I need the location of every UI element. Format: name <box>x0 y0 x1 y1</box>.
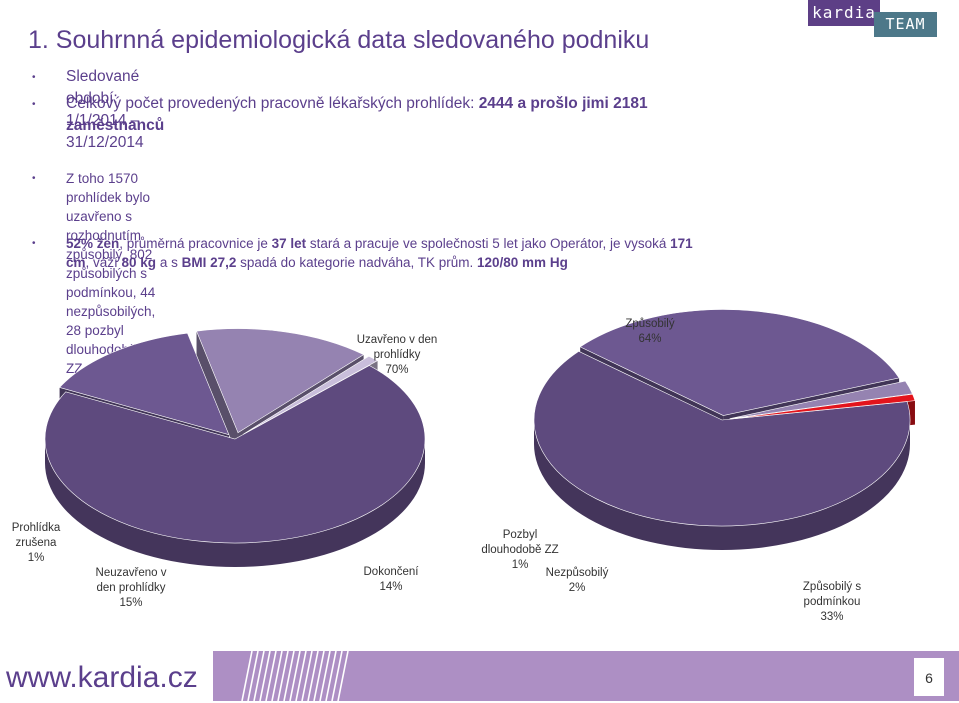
pie-chart-2: Způsobilý 64% Způsobilý s podmínkou 33% Nezpů… <box>481 309 916 623</box>
profile-text: , váží <box>85 255 122 270</box>
kardia-team-logo: kardia TEAM <box>808 0 938 40</box>
pie-slice-label: Nezpůsobilý 2% <box>546 567 609 594</box>
pie-slice-label: Pozbyl dlouhodobě ZZ 1% <box>481 529 558 571</box>
profile-text: spadá do kategorie nadváha, TK prům. <box>236 255 478 270</box>
bullet-dot: • <box>32 99 36 110</box>
profile-height: 171 <box>670 236 693 251</box>
bullet-period: Sledované období: 1/1/2014 – 31/12/2014 <box>66 68 144 151</box>
page-title: 1. Souhrnná epidemiologická data sledova… <box>28 26 650 54</box>
profile-height-unit: cm <box>66 255 86 270</box>
bullet-dot: • <box>32 173 36 184</box>
pie-slice <box>729 380 913 419</box>
profile-age: 37 let <box>271 236 307 251</box>
footer-url[interactable]: www.kardia.cz <box>6 661 198 694</box>
bullet-exam-count-number: 2444 a prošlo jimi 2181 <box>478 95 648 112</box>
profile-text: , průměrná pracovnice je <box>119 236 272 251</box>
bullet-outcomes: Z toho 1570 prohlídek bylo uzavřeno s ro… <box>66 169 155 378</box>
pie-slice-label: Prohlídka zrušena 1% <box>12 522 61 564</box>
bullet-outcomes-line1: Z toho 1570 prohlídek bylo uzavřeno s ro… <box>66 171 156 300</box>
pie-slice-label: Dokončení 14% <box>364 566 420 593</box>
profile-bp: 120/80 mm Hg <box>477 255 568 270</box>
bullet-profile: 52% žen, průměrná pracovnice je 37 let s… <box>66 234 826 272</box>
profile-bmi: BMI 27,2 <box>181 255 237 270</box>
pie-slice <box>533 350 911 527</box>
pie-slice <box>59 332 230 436</box>
profile-text: a s <box>156 255 182 270</box>
profile-weight: 80 kg <box>121 255 157 270</box>
bullet-outcomes-line2: nezpůsobilých, 28 pozbyl dlouhodobě ZZ <box>66 304 156 376</box>
profile-women: 52% žen <box>66 236 120 251</box>
logo-team: TEAM <box>874 12 937 37</box>
pie-slice-label: Uzavřeno v den prohlídky 70% <box>357 334 438 376</box>
pie-slice-side <box>45 439 425 567</box>
pie-charts: Uzavřeno v den prohlídky 70% Dokončení 14% Ne… <box>12 309 916 623</box>
pie-slice <box>44 365 426 544</box>
pie-slice-side <box>534 420 910 550</box>
pie-slice <box>729 393 916 420</box>
bullet-exam-count-employees: zaměstnanců <box>66 117 165 134</box>
pie-slice <box>579 309 900 416</box>
page-number: 6 <box>914 658 944 696</box>
footer-stripes <box>241 651 349 701</box>
bullet-dot: • <box>32 72 36 83</box>
pie-slice <box>196 328 365 434</box>
pie-slice <box>243 355 379 435</box>
bullet-dot: • <box>32 238 36 249</box>
pie-chart-1: Uzavřeno v den prohlídky 70% Dokončení 14% Ne… <box>12 328 438 609</box>
logo-kardia: kardia <box>808 0 880 26</box>
profile-text: stará a pracuje ve společnosti 5 let jak… <box>306 236 671 251</box>
bullet-exam-count: Celkový počet provedených pracovně lékař… <box>66 93 786 137</box>
bullet-exam-count-text: Celkový počet provedených pracovně lékař… <box>66 95 479 112</box>
pie-slice-label: Neuzavřeno v den prohlídky 15% <box>96 567 167 609</box>
pie-slice-label: Způsobilý s podmínkou 33% <box>803 581 861 623</box>
pie-slice-label: Způsobilý 64% <box>625 318 674 345</box>
